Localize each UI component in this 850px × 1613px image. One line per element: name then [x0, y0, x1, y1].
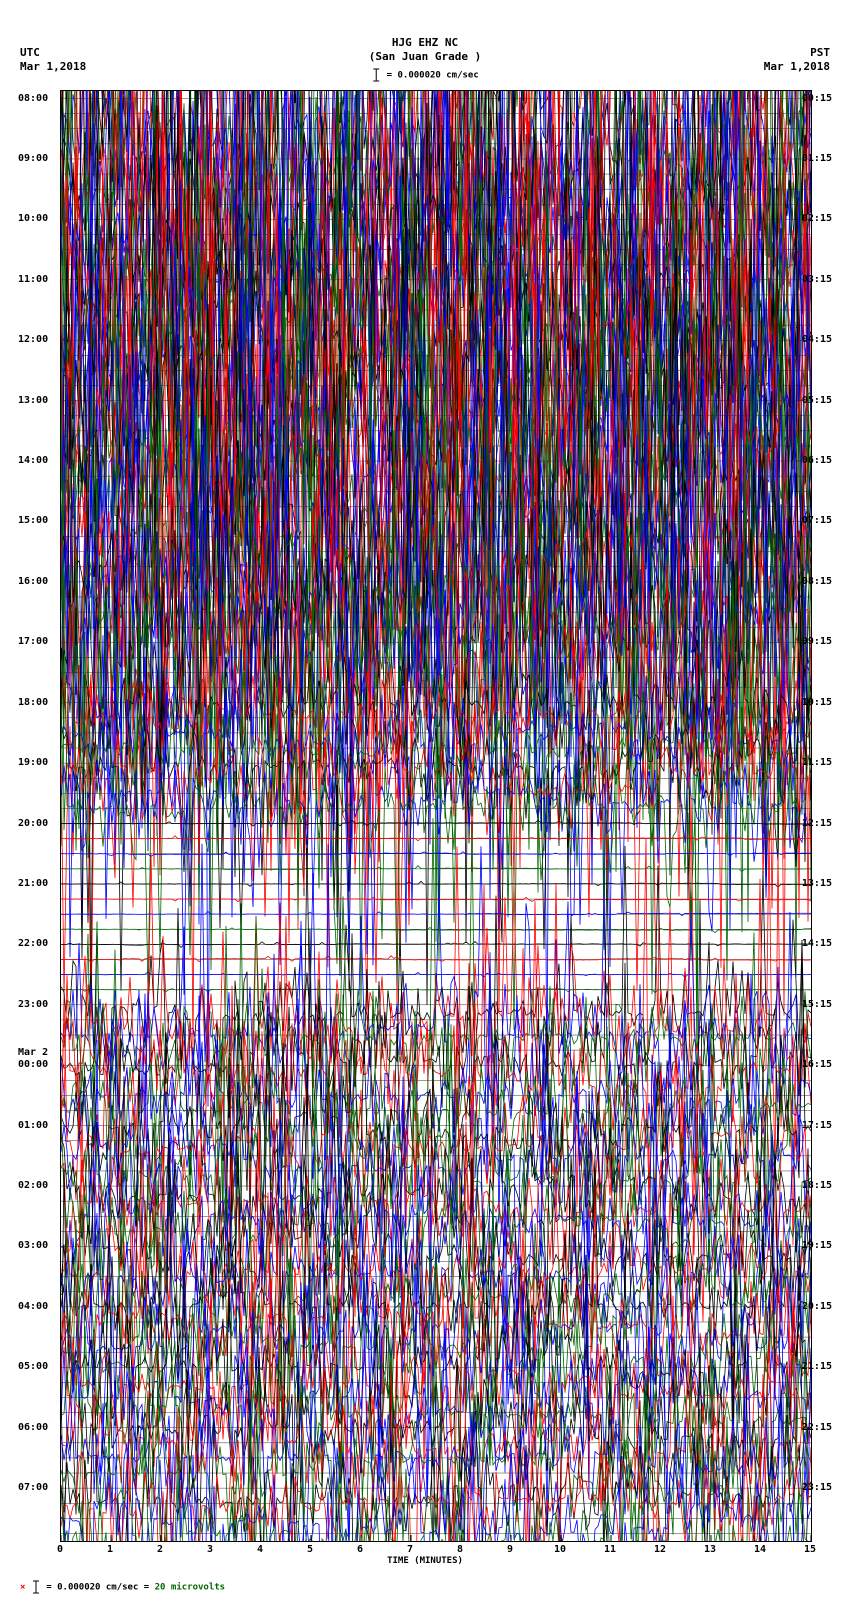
right-time-label: 15:15: [802, 999, 832, 1010]
right-time-label: 23:15: [802, 1482, 832, 1493]
right-time-label: 16:15: [802, 1059, 832, 1070]
x-tick-label: 12: [654, 1544, 666, 1555]
left-time-label: 18:00: [18, 697, 48, 708]
right-time-label: 13:15: [802, 878, 832, 889]
right-time-label: 12:15: [802, 818, 832, 829]
right-time-label: 07:15: [802, 515, 832, 526]
right-time-label: 22:15: [802, 1422, 832, 1433]
right-time-label: 17:15: [802, 1120, 832, 1131]
left-time-label: 15:00: [18, 515, 48, 526]
right-time-label: 03:15: [802, 274, 832, 285]
x-tick-label: 5: [307, 1544, 313, 1555]
left-time-label: 23:00: [18, 999, 48, 1010]
x-tick-label: 6: [357, 1544, 363, 1555]
utc-date: Mar 1,2018: [20, 60, 86, 73]
x-tick-label: 8: [457, 1544, 463, 1555]
pst-date: Mar 1,2018: [764, 60, 830, 73]
right-time-label: 18:15: [802, 1180, 832, 1191]
x-tick-label: 1: [107, 1544, 113, 1555]
left-time-label: 01:00: [18, 1120, 48, 1131]
left-time-label: 14:00: [18, 455, 48, 466]
x-tick-label: 0: [57, 1544, 63, 1555]
left-time-label: 02:00: [18, 1180, 48, 1191]
left-date-break: Mar 2: [18, 1047, 48, 1058]
left-time-label: 08:00: [18, 93, 48, 104]
right-time-label: 00:15: [802, 93, 832, 104]
left-time-label: 05:00: [18, 1361, 48, 1372]
right-time-label: 11:15: [802, 757, 832, 768]
x-tick-label: 9: [507, 1544, 513, 1555]
station-title: HJG EHZ NC: [392, 36, 458, 49]
left-time-label: 22:00: [18, 938, 48, 949]
right-time-label: 20:15: [802, 1301, 832, 1312]
x-tick-label: 7: [407, 1544, 413, 1555]
left-time-label: 06:00: [18, 1422, 48, 1433]
x-tick-label: 2: [157, 1544, 163, 1555]
x-tick-label: 15: [804, 1544, 816, 1555]
left-time-label: 07:00: [18, 1482, 48, 1493]
x-tick-label: 14: [754, 1544, 766, 1555]
right-time-label: 10:15: [802, 697, 832, 708]
x-tick-label: 13: [704, 1544, 716, 1555]
utc-label: UTC: [20, 46, 40, 59]
left-time-label: 10:00: [18, 213, 48, 224]
x-tick-label: 11: [604, 1544, 616, 1555]
left-time-label: 00:00: [18, 1059, 48, 1070]
left-time-label: 03:00: [18, 1240, 48, 1251]
right-time-label: 19:15: [802, 1240, 832, 1251]
right-time-label: 02:15: [802, 213, 832, 224]
right-time-label: 04:15: [802, 334, 832, 345]
scale-bar-top: = 0.000020 cm/sec: [371, 68, 479, 82]
right-time-label: 05:15: [802, 395, 832, 406]
right-time-label: 01:15: [802, 153, 832, 164]
seismogram-container: HJG EHZ NC (San Juan Grade ) = 0.000020 …: [10, 10, 840, 1603]
right-time-label: 21:15: [802, 1361, 832, 1372]
left-time-label: 17:00: [18, 636, 48, 647]
seismogram-svg: [61, 91, 811, 1541]
footer-scale: × = 0.000020 cm/sec = 20 microvolts: [20, 1580, 225, 1594]
left-time-label: 04:00: [18, 1301, 48, 1312]
left-time-label: 19:00: [18, 757, 48, 768]
left-time-label: 11:00: [18, 274, 48, 285]
right-time-label: 14:15: [802, 938, 832, 949]
right-time-label: 06:15: [802, 455, 832, 466]
station-subtitle: (San Juan Grade ): [369, 50, 482, 63]
left-time-label: 16:00: [18, 576, 48, 587]
x-axis-title: TIME (MINUTES): [387, 1556, 463, 1566]
x-tick-label: 10: [554, 1544, 566, 1555]
right-time-label: 09:15: [802, 636, 832, 647]
right-time-label: 08:15: [802, 576, 832, 587]
plot-area: [60, 90, 812, 1542]
left-time-label: 20:00: [18, 818, 48, 829]
x-tick-label: 3: [207, 1544, 213, 1555]
left-time-label: 12:00: [18, 334, 48, 345]
left-time-label: 21:00: [18, 878, 48, 889]
left-time-label: 13:00: [18, 395, 48, 406]
pst-label: PST: [810, 46, 830, 59]
x-tick-label: 4: [257, 1544, 263, 1555]
left-time-label: 09:00: [18, 153, 48, 164]
